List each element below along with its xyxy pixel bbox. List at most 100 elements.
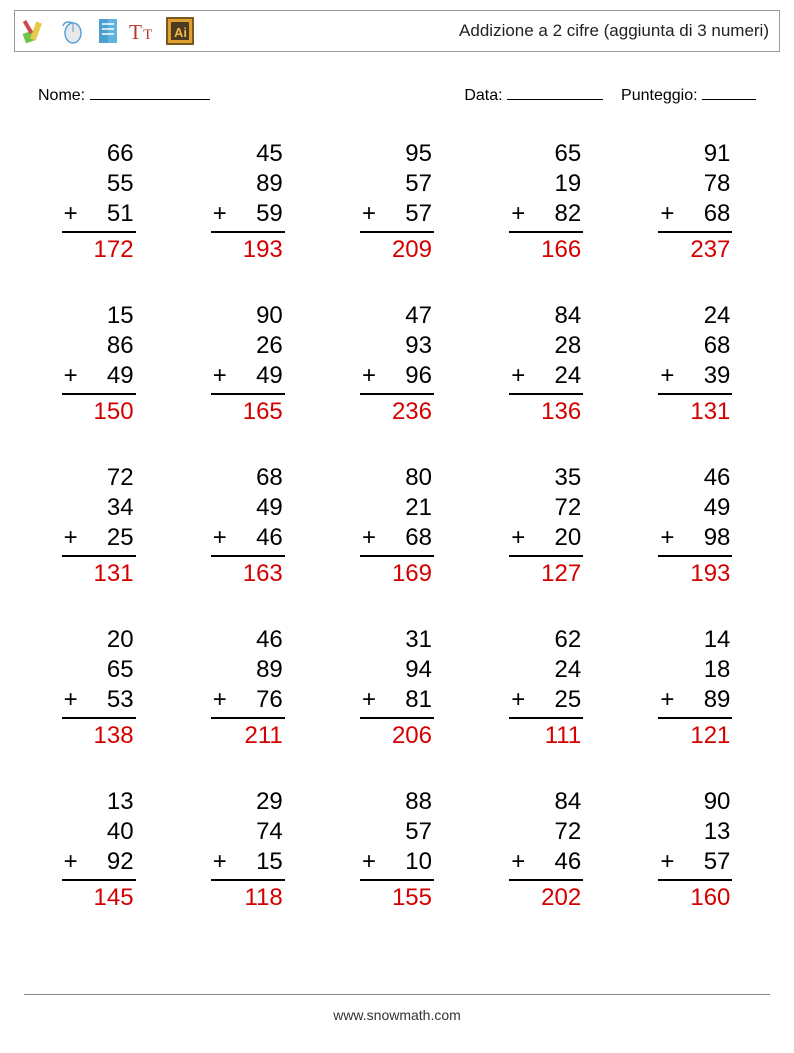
- addend-1: 91: [658, 139, 732, 169]
- plus-sign: +: [64, 523, 78, 553]
- score-label: Punteggio:: [621, 87, 698, 104]
- problem: 6849+46163: [173, 463, 322, 589]
- addend-1: 47: [360, 301, 434, 331]
- addend-3-row: +57: [658, 847, 732, 877]
- addend-1: 62: [509, 625, 583, 655]
- problem-stack: 4649+98193: [658, 463, 732, 589]
- problem: 6655+51172: [24, 139, 173, 265]
- addend-3-row: +46: [211, 523, 285, 553]
- problem: 8472+46202: [472, 787, 621, 913]
- addend-1: 95: [360, 139, 434, 169]
- tools-icon: [21, 16, 51, 46]
- problem-stack: 9013+57160: [658, 787, 732, 913]
- answer: 165: [211, 395, 285, 427]
- problem-stack: 2974+15118: [211, 787, 285, 913]
- addend-2: 89: [211, 169, 285, 199]
- addend-3-row: +92: [62, 847, 136, 877]
- addend-3: 68: [405, 524, 432, 551]
- addend-3: 15: [256, 848, 283, 875]
- svg-text:T: T: [129, 20, 142, 44]
- addend-1: 24: [658, 301, 732, 331]
- problem-stack: 6655+51172: [62, 139, 136, 265]
- score-field: Punteggio:: [621, 86, 756, 105]
- problem: 1586+49150: [24, 301, 173, 427]
- problem: 1418+89121: [621, 625, 770, 751]
- addend-3: 82: [554, 200, 581, 227]
- plus-sign: +: [511, 199, 525, 229]
- addend-3-row: +15: [211, 847, 285, 877]
- addend-3: 46: [554, 848, 581, 875]
- addend-3-row: +68: [658, 199, 732, 229]
- name-field: Nome:: [38, 86, 210, 105]
- addend-3-row: +96: [360, 361, 434, 391]
- problem-stack: 4689+76211: [211, 625, 285, 751]
- problem-stack: 8472+46202: [509, 787, 583, 913]
- problem: 4649+98193: [621, 463, 770, 589]
- problem: 6519+82166: [472, 139, 621, 265]
- addend-2: 18: [658, 655, 732, 685]
- answer: 111: [509, 719, 583, 751]
- problem: 1340+92145: [24, 787, 173, 913]
- addend-2: 86: [62, 331, 136, 361]
- addend-3: 68: [704, 200, 731, 227]
- addend-3-row: +59: [211, 199, 285, 229]
- answer: 236: [360, 395, 434, 427]
- addend-3: 46: [256, 524, 283, 551]
- addend-2: 74: [211, 817, 285, 847]
- addend-2: 57: [360, 817, 434, 847]
- ai-icon: Ai: [165, 16, 195, 46]
- problem-stack: 2065+53138: [62, 625, 136, 751]
- svg-text:T: T: [143, 27, 152, 43]
- answer: 193: [211, 233, 285, 265]
- problem-stack: 6519+82166: [509, 139, 583, 265]
- addend-3: 25: [554, 686, 581, 713]
- problems-grid: 6655+511724589+591939557+572096519+82166…: [24, 139, 770, 913]
- text-icon: T T: [129, 16, 159, 46]
- answer: 172: [62, 233, 136, 265]
- addend-3-row: +89: [658, 685, 732, 715]
- problem-stack: 9178+68237: [658, 139, 732, 265]
- plus-sign: +: [213, 685, 227, 715]
- addend-2: 89: [211, 655, 285, 685]
- answer: 206: [360, 719, 434, 751]
- answer: 166: [509, 233, 583, 265]
- problem: 8857+10155: [322, 787, 471, 913]
- addend-1: 90: [211, 301, 285, 331]
- meta-row: Nome: Data: Punteggio:: [38, 86, 756, 105]
- answer: 136: [509, 395, 583, 427]
- addend-2: 94: [360, 655, 434, 685]
- addend-3-row: +53: [62, 685, 136, 715]
- worksheet-page: T T Ai Addizione a 2 cifre (aggiunta di …: [0, 0, 794, 1053]
- addend-3-row: +68: [360, 523, 434, 553]
- problem: 9557+57209: [322, 139, 471, 265]
- answer: 237: [658, 233, 732, 265]
- addend-3-row: +10: [360, 847, 434, 877]
- addend-1: 84: [509, 301, 583, 331]
- addend-3-row: +46: [509, 847, 583, 877]
- plus-sign: +: [660, 523, 674, 553]
- addend-1: 65: [509, 139, 583, 169]
- toolbar-icons: T T Ai: [21, 16, 195, 46]
- addend-1: 46: [658, 463, 732, 493]
- addend-1: 72: [62, 463, 136, 493]
- name-label: Nome:: [38, 87, 85, 104]
- name-blank[interactable]: [90, 86, 210, 100]
- problem-stack: 1586+49150: [62, 301, 136, 427]
- problem-stack: 1340+92145: [62, 787, 136, 913]
- problem-stack: 9026+49165: [211, 301, 285, 427]
- addend-3: 10: [405, 848, 432, 875]
- addend-3-row: +39: [658, 361, 732, 391]
- addend-3: 92: [107, 848, 134, 875]
- date-blank[interactable]: [507, 86, 603, 100]
- addend-3: 39: [704, 362, 731, 389]
- plus-sign: +: [213, 523, 227, 553]
- answer: 121: [658, 719, 732, 751]
- score-blank[interactable]: [702, 86, 756, 100]
- plus-sign: +: [362, 199, 376, 229]
- plus-sign: +: [660, 199, 674, 229]
- addend-3: 25: [107, 524, 134, 551]
- addend-3: 57: [704, 848, 731, 875]
- answer: 202: [509, 881, 583, 913]
- addend-3-row: +57: [360, 199, 434, 229]
- problem: 9013+57160: [621, 787, 770, 913]
